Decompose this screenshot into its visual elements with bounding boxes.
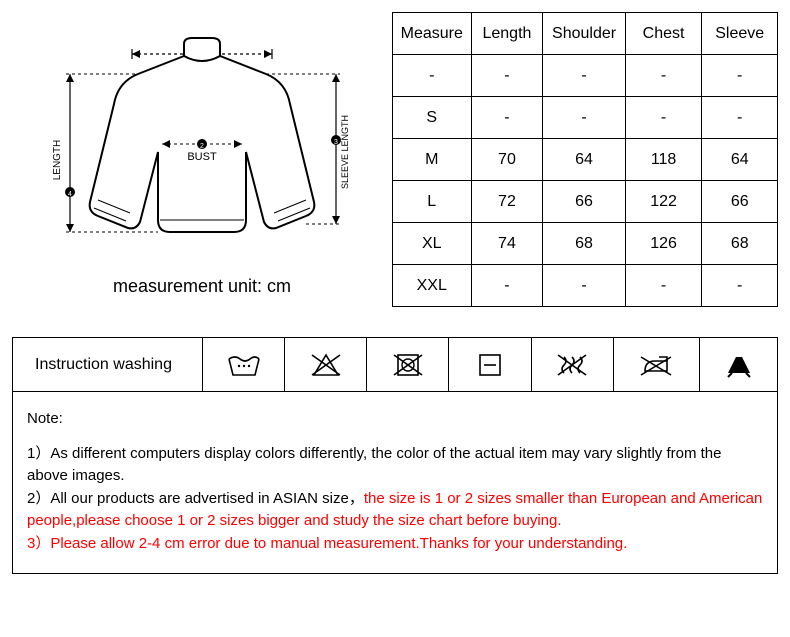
top-row: SHOULDER 2 BUST 4 LENGTH <box>12 12 778 307</box>
cell: - <box>471 55 543 97</box>
washing-instruction-row: Instruction washing <box>12 337 778 392</box>
cell: - <box>625 265 702 307</box>
note-item-1: 1）As different computers display colors … <box>27 443 763 488</box>
no-bleach-icon <box>285 338 367 392</box>
cell: - <box>625 97 702 139</box>
cell: 118 <box>625 139 702 181</box>
garment-diagram: SHOULDER 2 BUST 4 LENGTH <box>42 32 362 272</box>
cell: 74 <box>471 223 543 265</box>
col-chest: Chest <box>625 13 702 55</box>
table-row: XXL - - - - <box>393 265 778 307</box>
table-header-row: Measure Length Shoulder Chest Sleeve <box>393 13 778 55</box>
cell: - <box>543 265 625 307</box>
col-sleeve: Sleeve <box>702 13 778 55</box>
size-table: Measure Length Shoulder Chest Sleeve - -… <box>392 12 778 307</box>
garment-diagram-panel: SHOULDER 2 BUST 4 LENGTH <box>12 12 392 307</box>
unit-label: measurement unit: cm <box>113 276 291 297</box>
no-wring-icon <box>531 338 613 392</box>
no-iron-icon <box>613 338 699 392</box>
table-row: L 72 66 122 66 <box>393 181 778 223</box>
cell: 70 <box>471 139 543 181</box>
no-tumble-dry-icon <box>367 338 449 392</box>
svg-text:4: 4 <box>68 191 72 198</box>
cell: 122 <box>625 181 702 223</box>
wash-tub-icon <box>203 338 285 392</box>
svg-text:3: 3 <box>334 139 338 146</box>
note-box: Note: 1）As different computers display c… <box>12 392 778 574</box>
col-shoulder: Shoulder <box>543 13 625 55</box>
cell: 68 <box>543 223 625 265</box>
cell: S <box>393 97 472 139</box>
cell: - <box>471 265 543 307</box>
cell: 64 <box>543 139 625 181</box>
note-item-2a: 2）All our products are advertised in ASI… <box>27 490 364 507</box>
sleeve-label: SLEEVE LENGTH <box>340 115 350 189</box>
cell: 72 <box>471 181 543 223</box>
bust-label: BUST <box>187 151 217 163</box>
table-row: - - - - - <box>393 55 778 97</box>
col-length: Length <box>471 13 543 55</box>
table-row: S - - - - <box>393 97 778 139</box>
cell: 66 <box>702 181 778 223</box>
cell: M <box>393 139 472 181</box>
cell: XL <box>393 223 472 265</box>
note-item-2: 2）All our products are advertised in ASI… <box>27 488 763 533</box>
cell: 66 <box>543 181 625 223</box>
cell: - <box>393 55 472 97</box>
note-item-3: 3）Please allow 2-4 cm error due to manua… <box>27 533 763 556</box>
cell: 64 <box>702 139 778 181</box>
cell: L <box>393 181 472 223</box>
cell: - <box>543 97 625 139</box>
cell: 68 <box>702 223 778 265</box>
table-row: XL 74 68 126 68 <box>393 223 778 265</box>
cell: - <box>625 55 702 97</box>
cell: - <box>702 97 778 139</box>
dry-flat-icon <box>449 338 531 392</box>
washing-label: Instruction washing <box>13 338 203 392</box>
cell: - <box>471 97 543 139</box>
svg-text:2: 2 <box>200 143 204 150</box>
length-label: LENGTH <box>52 140 63 181</box>
cell: - <box>543 55 625 97</box>
cell: 126 <box>625 223 702 265</box>
handle-care-icon <box>700 338 778 392</box>
table-row: M 70 64 118 64 <box>393 139 778 181</box>
cell: - <box>702 265 778 307</box>
cell: - <box>702 55 778 97</box>
cell: XXL <box>393 265 472 307</box>
note-title: Note: <box>27 408 763 431</box>
col-measure: Measure <box>393 13 472 55</box>
